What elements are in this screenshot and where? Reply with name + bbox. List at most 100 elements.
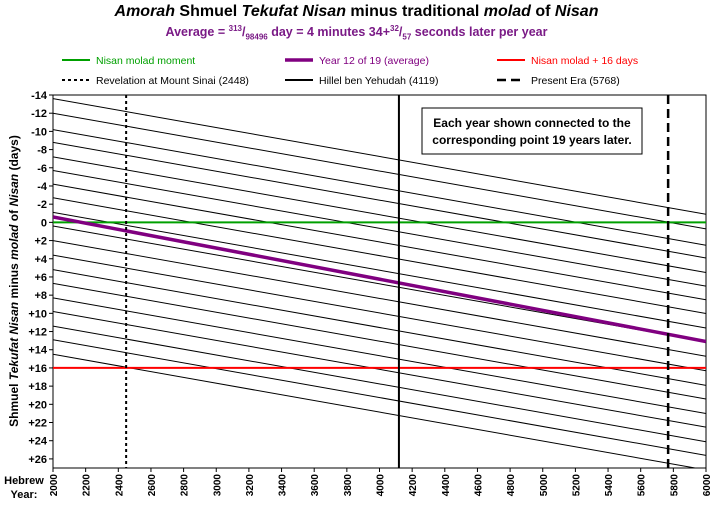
- y-tick-label: -14: [31, 90, 48, 102]
- reference-lines: [53, 95, 706, 468]
- x-tick-label: 4000: [376, 474, 387, 497]
- title-part: Tekufat Nisan: [241, 3, 346, 20]
- y-axis-label-part: Shmuel: [7, 380, 21, 427]
- subtitle-part: 32: [390, 24, 399, 33]
- y-tick-label: +12: [28, 327, 47, 339]
- x-tick-label: 5800: [669, 474, 680, 497]
- x-axis-label-line-1: Hebrew: [4, 475, 44, 487]
- y-tick-label: +24: [28, 436, 48, 448]
- annotation-frame: [421, 107, 643, 155]
- legend-label: Revelation at Mount Sinai (2448): [96, 75, 249, 87]
- x-tick-label: 3800: [343, 474, 354, 497]
- x-tick-label: 5600: [637, 474, 648, 497]
- legend-label: Present Era (5768): [531, 75, 620, 87]
- subtitle-part: seconds later per year: [411, 25, 548, 40]
- x-tick-label: 2800: [180, 474, 191, 497]
- y-tick-label: -2: [37, 199, 47, 211]
- title-part: Shmuel: [174, 3, 242, 20]
- legend-label: Nisan molad + 16 days: [531, 55, 638, 67]
- legend-label: Hillel ben Yehudah (4119): [319, 75, 438, 87]
- x-tick-label: 2000: [49, 474, 60, 497]
- y-tick-label: +16: [28, 363, 47, 375]
- annotation-box: Each year shown connected to the corresp…: [421, 107, 643, 155]
- title-block: Amorah Shmuel Tekufat Nisan minus tradit…: [0, 2, 713, 46]
- y-tick-label: +14: [28, 345, 48, 357]
- legend-label: Nisan molad moment: [96, 55, 195, 67]
- x-tick-label: 2200: [82, 474, 93, 497]
- subtitle-part: 57: [402, 32, 412, 42]
- y-tick-label: +26: [28, 454, 47, 466]
- year-line: [53, 282, 706, 400]
- year-lines: [53, 98, 706, 468]
- subtitle-part: 98496: [245, 32, 268, 42]
- y-axis-label-part: molad: [7, 224, 21, 260]
- y-tick-label: +8: [34, 290, 47, 302]
- y-tick-label: +4: [34, 254, 47, 266]
- title-part: Nisan: [554, 3, 599, 20]
- year-line: [53, 170, 706, 287]
- subtitle-part: 313: [228, 24, 242, 33]
- year-line: [53, 129, 706, 246]
- y-tick-label: -8: [37, 145, 47, 157]
- x-tick-label: 4600: [473, 474, 484, 497]
- x-tick-label: 4400: [441, 474, 452, 497]
- chart-subtitle: Average = 313/98496 day = 4 minutes 34+3…: [0, 21, 713, 46]
- y-tick-label: +6: [34, 272, 47, 284]
- year-line: [53, 98, 706, 215]
- year-line: [53, 112, 706, 230]
- year-line: [53, 141, 706, 259]
- legend: Nisan molad moment Year 12 of 19 (average…: [62, 55, 638, 87]
- title-part: of: [530, 3, 555, 20]
- y-tick-label: +10: [28, 308, 47, 320]
- y-axis-label: Shmuel Tekufat Nisan minus molad of Nisa…: [7, 135, 21, 427]
- y-axis-label-part: of: [7, 207, 21, 225]
- subtitle-part: day = 4 minutes 34+: [267, 25, 391, 40]
- y-axis-label-part: minus: [7, 260, 21, 302]
- x-tick-label: 3400: [278, 474, 289, 497]
- x-tick-label: 2400: [114, 474, 125, 497]
- y-tick-label: 0: [41, 217, 47, 229]
- title-part: minus traditional: [345, 3, 484, 20]
- year-line: [53, 211, 706, 329]
- y-tick-label: +2: [34, 236, 47, 248]
- year-line: [53, 297, 706, 415]
- y-tick-label: -6: [37, 163, 47, 175]
- annotation-line-2: corresponding point 19 years later.: [432, 133, 631, 147]
- chart-title: Amorah Shmuel Tekufat Nisan minus tradit…: [0, 2, 713, 21]
- x-tick-label: 4200: [408, 474, 419, 497]
- x-tick-label: 3200: [245, 474, 256, 497]
- annotation-line-1: Each year shown connected to the: [433, 116, 631, 130]
- y-axis-label-part: Tekufat Nisan: [7, 302, 21, 380]
- title-part: molad: [483, 3, 531, 20]
- x-tick-label: 2600: [147, 474, 158, 497]
- x-tick-label: 5000: [539, 474, 550, 497]
- x-axis-label-line-2: Year:: [11, 489, 38, 501]
- x-tick-label: 5200: [571, 474, 582, 497]
- year-line: [53, 339, 706, 456]
- y-tick-label: +20: [28, 399, 47, 411]
- year-12-of-19-average-line: [53, 215, 706, 344]
- x-tick-label: 4800: [506, 474, 517, 497]
- y-tick-label: +18: [28, 381, 47, 393]
- x-axis: 2000 2200 2400 2600 2800 3000 3200 3400 3600 3800…: [49, 468, 713, 496]
- year-line: [53, 183, 706, 301]
- y-axis-label-part: (days): [7, 135, 21, 174]
- legend-label: Year 12 of 19 (average): [319, 55, 429, 67]
- y-tick-label: -10: [31, 126, 47, 138]
- x-tick-label: 3600: [310, 474, 321, 497]
- x-tick-label: 5400: [604, 474, 615, 497]
- subtitle-part: Average =: [165, 25, 229, 40]
- y-axis: -14 -12 -10 -8 -6 -4 -2 0 +2 +4 +6 +8 +10 +12 +14 +16 +1…: [28, 90, 53, 466]
- x-tick-label: 3000: [212, 474, 223, 497]
- y-tick-label: -4: [37, 181, 48, 193]
- year-line: [53, 325, 706, 443]
- y-tick-label: -12: [31, 108, 47, 120]
- year-line: [53, 254, 706, 372]
- subtitle-part: /: [241, 25, 246, 40]
- subtitle-part: /: [398, 25, 403, 40]
- year-line: [53, 311, 706, 428]
- x-tick-label: 6000: [702, 474, 713, 497]
- y-axis-label-part: Nisan: [7, 174, 21, 207]
- title-part: Amorah: [114, 3, 175, 20]
